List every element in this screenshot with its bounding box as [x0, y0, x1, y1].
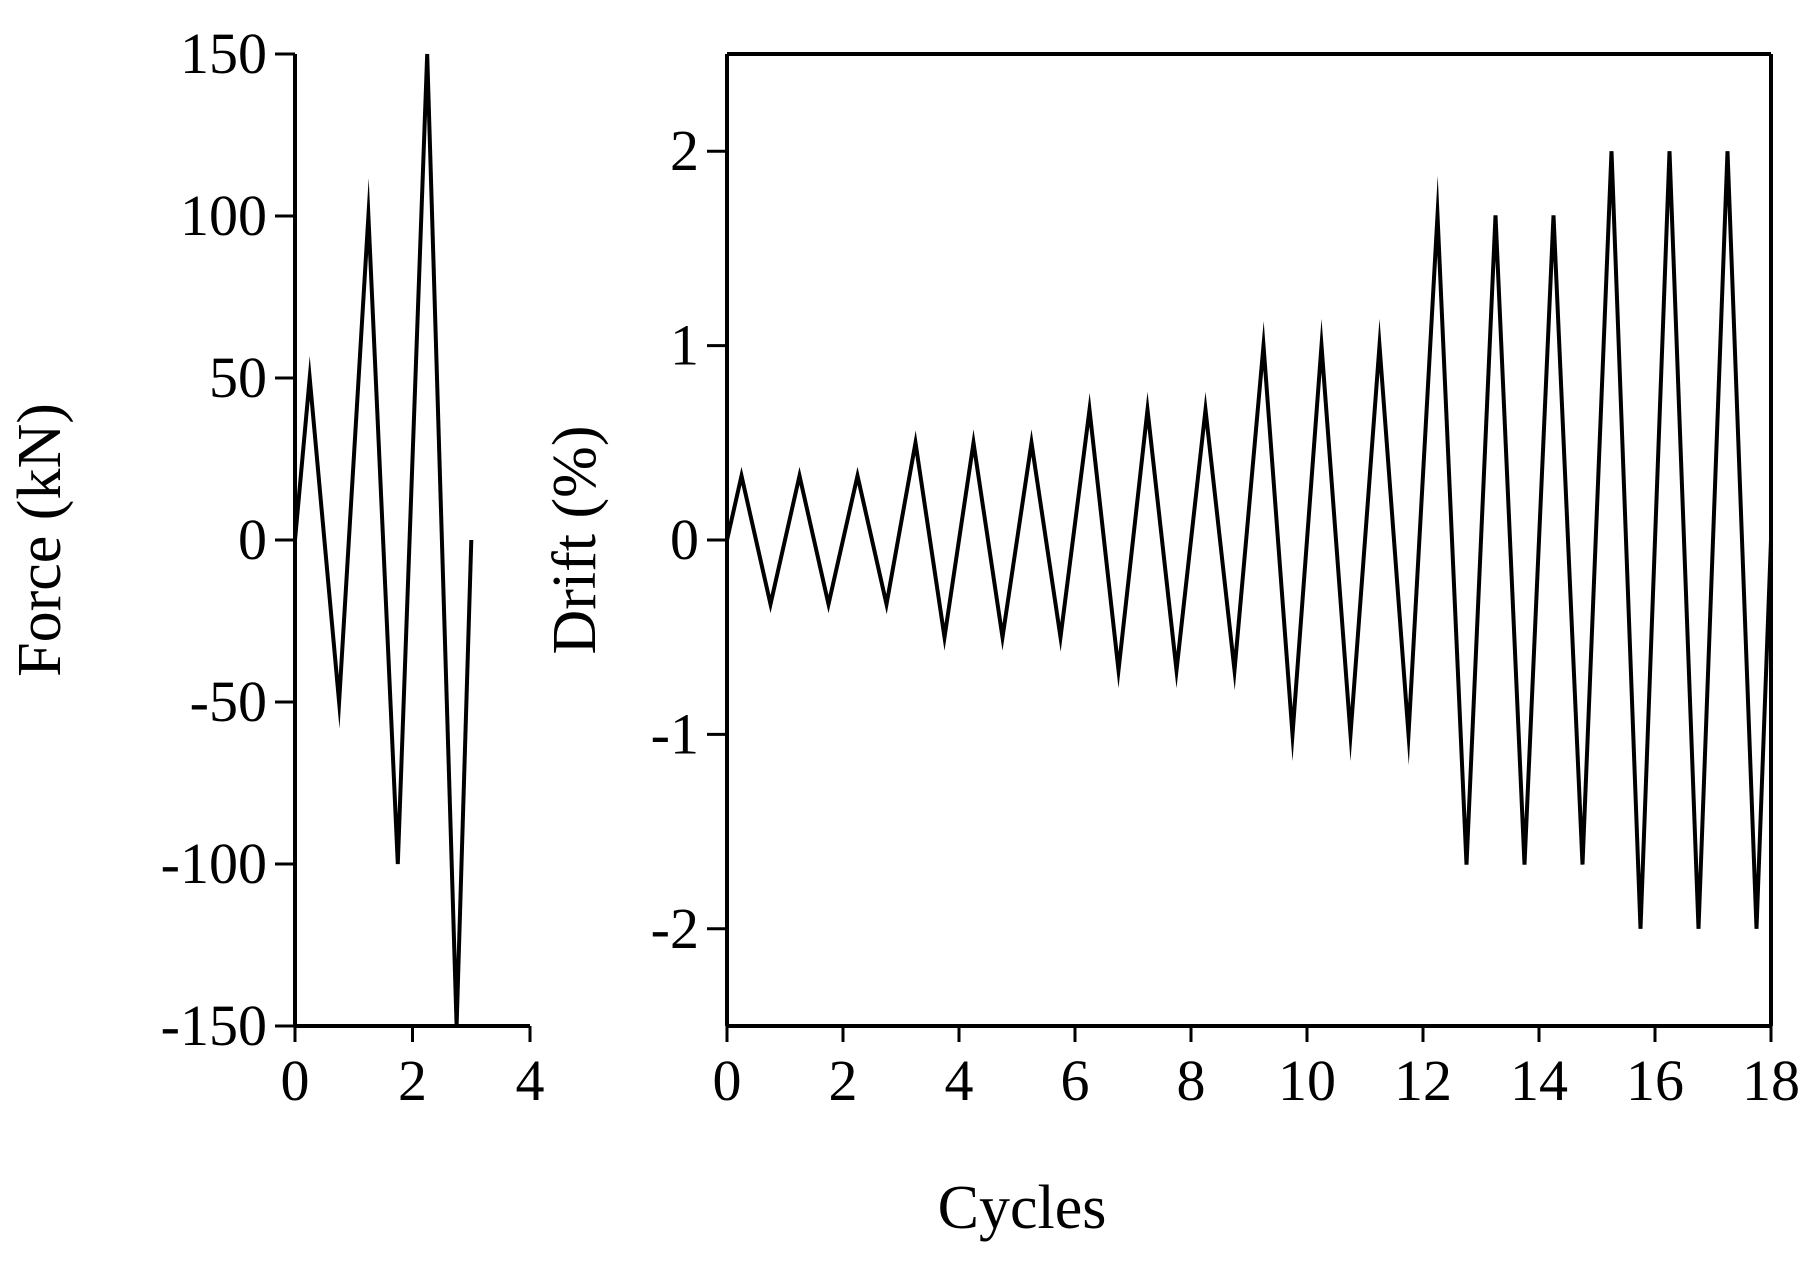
drift-y-tick-label: 0: [670, 507, 699, 572]
force-y-tick-label: 0: [238, 507, 267, 572]
x-axis-title: Cycles: [938, 1174, 1107, 1242]
drift-y-axis-title: Drift (%): [541, 426, 609, 655]
drift-y-tick-label: 1: [670, 313, 699, 378]
force-x-tick-label: 0: [281, 1048, 310, 1113]
drift-x-tick-label: 4: [945, 1048, 974, 1113]
drift-x-tick-label: 0: [713, 1048, 742, 1113]
force-y-tick-label: -150: [161, 993, 267, 1058]
force-y-axis-title: Force (kN): [6, 403, 74, 677]
force-x-tick-label: 4: [516, 1048, 545, 1113]
force-y-tick-label: 50: [209, 345, 267, 410]
drift-x-tick-label: 14: [1510, 1048, 1568, 1113]
drift-x-tick-label: 2: [829, 1048, 858, 1113]
force-y-tick-label: 100: [180, 183, 267, 248]
drift-x-tick-label: 6: [1061, 1048, 1090, 1113]
drift-x-tick-label: 10: [1278, 1048, 1336, 1113]
drift-y-tick-label: -2: [651, 896, 699, 961]
drift-x-tick-label: 18: [1742, 1048, 1800, 1113]
drift-y-tick-label: -1: [651, 701, 699, 766]
drift-x-tick-label: 16: [1626, 1048, 1684, 1113]
force-y-tick-label: -100: [161, 831, 267, 896]
force-y-tick-label: -50: [190, 669, 267, 734]
force-x-tick-label: 2: [398, 1048, 427, 1113]
drift-x-tick-label: 8: [1177, 1048, 1206, 1113]
drift-y-tick-label: 2: [670, 118, 699, 183]
drift-series-line: [727, 151, 1771, 929]
force-y-tick-label: 150: [180, 21, 267, 86]
drift-x-tick-label: 12: [1394, 1048, 1452, 1113]
force-series-line: [295, 54, 471, 1026]
